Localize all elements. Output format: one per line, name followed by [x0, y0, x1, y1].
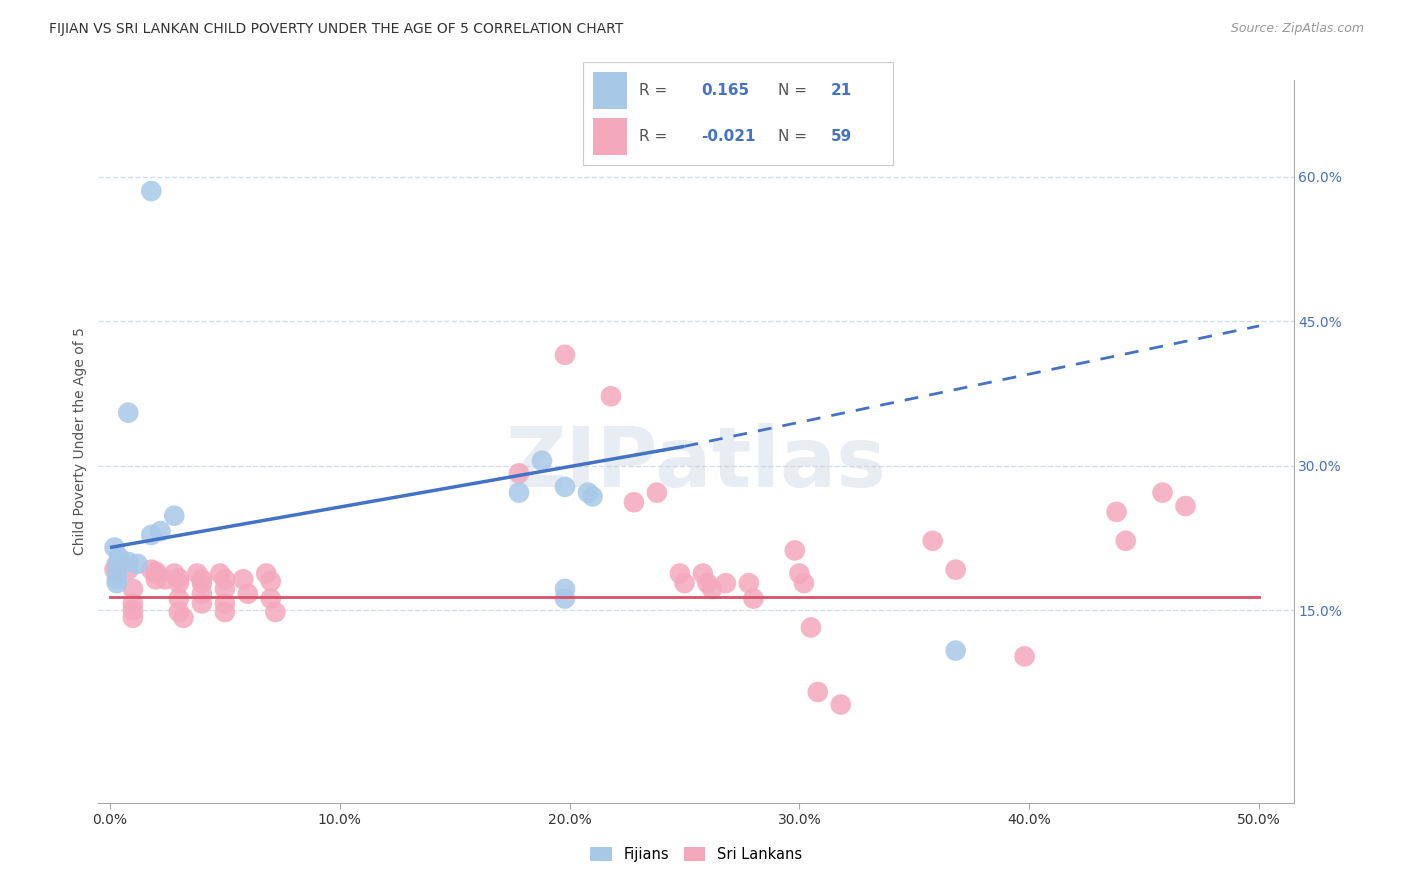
Point: [122, 611, 145, 625]
Point: [508, 467, 530, 481]
Text: R =: R =: [640, 83, 668, 97]
Point: [260, 574, 283, 589]
Point: [122, 582, 145, 596]
Point: [645, 485, 668, 500]
Point: [554, 348, 576, 362]
Point: [127, 557, 149, 571]
Text: Source: ZipAtlas.com: Source: ZipAtlas.com: [1230, 22, 1364, 36]
Point: [581, 490, 603, 504]
Point: [122, 596, 145, 610]
Text: R =: R =: [640, 128, 668, 144]
Point: [260, 591, 283, 606]
Point: [122, 603, 145, 617]
Point: [117, 555, 139, 569]
Point: [1152, 485, 1174, 500]
Point: [554, 591, 576, 606]
Point: [191, 596, 214, 610]
Point: [236, 587, 259, 601]
Point: [141, 528, 163, 542]
Point: [945, 563, 967, 577]
Y-axis label: Child Poverty Under the Age of 5: Child Poverty Under the Age of 5: [73, 327, 87, 556]
Point: [141, 563, 163, 577]
Point: [530, 454, 553, 468]
Point: [576, 485, 599, 500]
Point: [214, 572, 236, 586]
Point: [209, 566, 232, 581]
Point: [191, 572, 214, 586]
Point: [789, 566, 811, 581]
Point: [191, 587, 214, 601]
Point: [945, 643, 967, 657]
Point: [186, 566, 208, 581]
Point: [149, 524, 172, 538]
Point: [232, 572, 254, 586]
FancyBboxPatch shape: [593, 71, 627, 109]
Point: [117, 563, 139, 577]
Point: [696, 576, 718, 591]
Point: [714, 576, 737, 591]
Point: [800, 620, 823, 634]
Point: [103, 563, 125, 577]
Point: [191, 576, 214, 591]
Point: [830, 698, 852, 712]
Point: [172, 611, 194, 625]
Point: [105, 572, 128, 586]
Point: [623, 495, 645, 509]
Point: [153, 572, 176, 586]
Point: [1014, 649, 1036, 664]
Point: [508, 485, 530, 500]
Point: [1105, 505, 1128, 519]
Text: -0.021: -0.021: [702, 128, 755, 144]
Point: [108, 550, 131, 565]
Point: [254, 566, 277, 581]
Point: [264, 605, 287, 619]
Point: [105, 557, 128, 571]
Point: [673, 576, 696, 591]
Point: [145, 566, 167, 581]
Point: [807, 685, 830, 699]
Text: 0.165: 0.165: [702, 83, 749, 97]
Point: [742, 591, 765, 606]
Point: [600, 389, 623, 403]
Point: [214, 605, 236, 619]
Point: [141, 184, 163, 198]
Point: [163, 566, 186, 581]
Point: [554, 582, 576, 596]
Point: [692, 566, 714, 581]
Text: N =: N =: [779, 83, 807, 97]
Point: [145, 572, 167, 586]
Text: ZIPatlas: ZIPatlas: [506, 423, 886, 504]
Text: FIJIAN VS SRI LANKAN CHILD POVERTY UNDER THE AGE OF 5 CORRELATION CHART: FIJIAN VS SRI LANKAN CHILD POVERTY UNDER…: [49, 22, 623, 37]
Point: [167, 605, 190, 619]
Text: N =: N =: [779, 128, 807, 144]
Point: [163, 508, 186, 523]
Point: [738, 576, 761, 591]
Point: [214, 582, 236, 596]
Point: [105, 566, 128, 581]
Point: [1115, 533, 1137, 548]
Point: [669, 566, 692, 581]
FancyBboxPatch shape: [593, 118, 627, 155]
Point: [145, 565, 167, 579]
Point: [921, 533, 943, 548]
Point: [167, 576, 190, 591]
Legend: Fijians, Sri Lankans: Fijians, Sri Lankans: [583, 840, 808, 868]
Point: [1174, 499, 1197, 513]
Point: [554, 480, 576, 494]
Point: [214, 596, 236, 610]
Point: [103, 541, 125, 555]
Point: [117, 406, 139, 420]
Point: [700, 582, 723, 596]
Point: [167, 591, 190, 606]
Point: [783, 543, 806, 558]
Text: 21: 21: [831, 83, 852, 97]
Text: 59: 59: [831, 128, 852, 144]
Point: [167, 571, 190, 585]
Point: [105, 576, 128, 591]
Point: [793, 576, 815, 591]
